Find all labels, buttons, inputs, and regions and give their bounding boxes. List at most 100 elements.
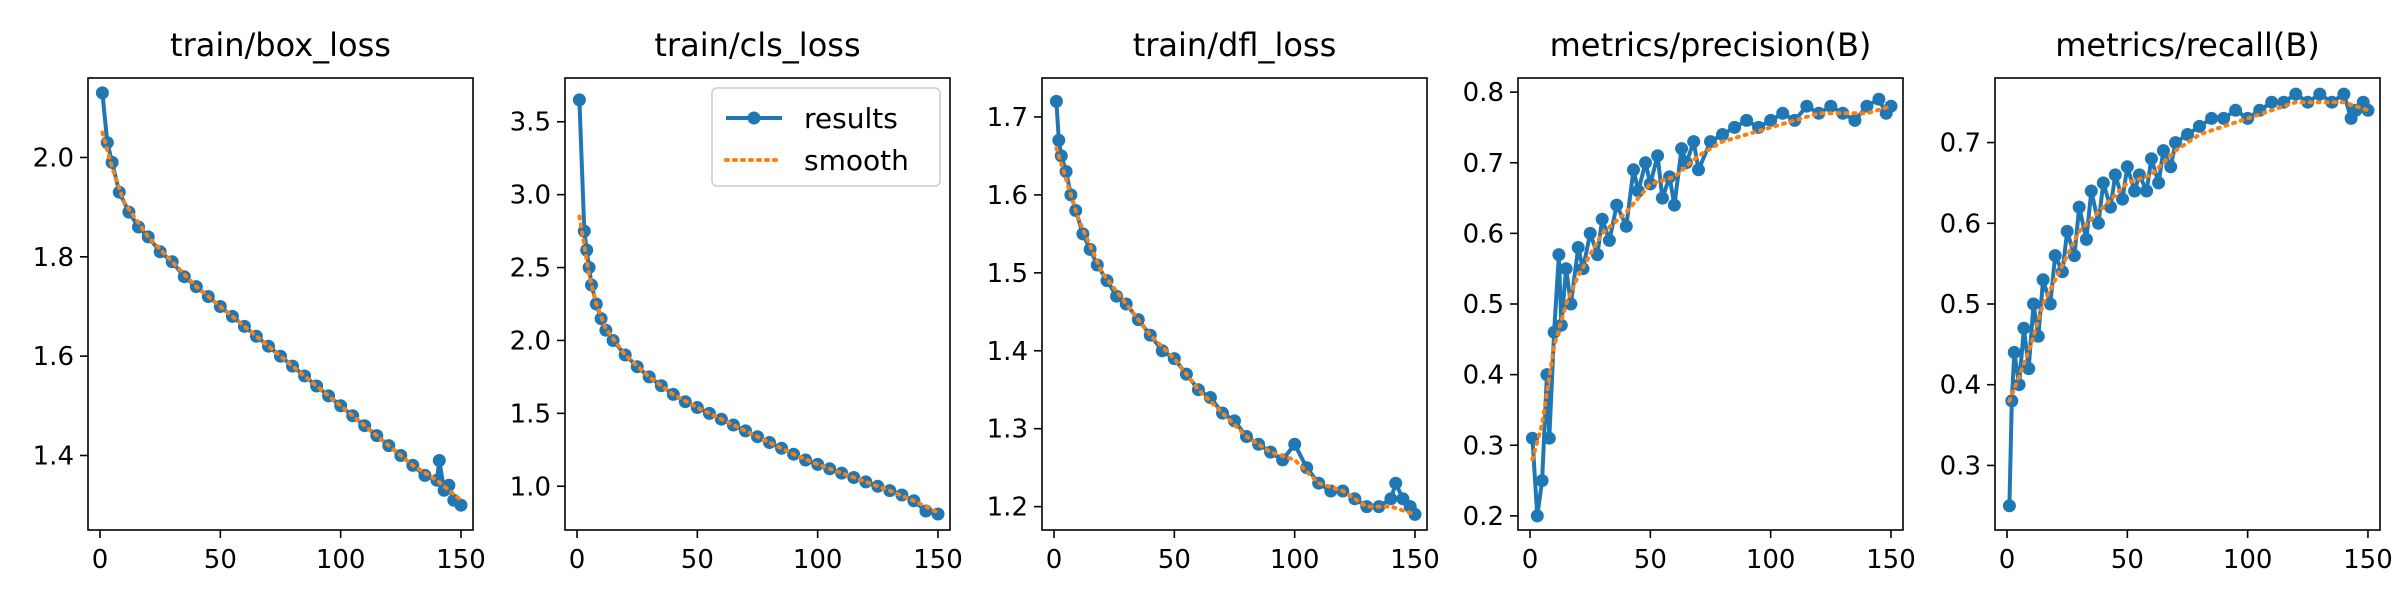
- data-point: [2036, 273, 2050, 287]
- data-point: [2017, 321, 2031, 335]
- data-point: [1728, 120, 1742, 134]
- series-results-line: [1530, 97, 1893, 518]
- data-point: [1610, 198, 1624, 212]
- data-point: [1716, 128, 1729, 141]
- y-tick-label: 1.2: [987, 493, 1028, 523]
- x-tick-label: 50: [1634, 545, 1667, 575]
- x-tick-label: 50: [681, 545, 714, 575]
- series-smooth-line: [100, 130, 463, 503]
- series-smooth-line: [577, 214, 940, 515]
- y-tick-label: 0.7: [1463, 149, 1504, 179]
- data-point: [1049, 94, 1063, 108]
- data-point: [1872, 92, 1886, 106]
- series-smooth-line: [2007, 100, 2370, 403]
- data-point: [2289, 87, 2303, 101]
- subplot-title: train/dfl_loss: [1133, 26, 1337, 64]
- data-point: [2169, 136, 2182, 150]
- data-point: [2022, 362, 2036, 376]
- data-point: [2043, 297, 2057, 311]
- x-tick-label: 50: [204, 545, 237, 575]
- y-tick-label: 0.6: [1940, 209, 1981, 239]
- x-tick-label: 0: [1046, 545, 1063, 575]
- y-tick-label: 1.4: [987, 337, 1028, 367]
- data-point: [1583, 226, 1597, 240]
- data-point: [1571, 241, 1585, 254]
- data-point: [1408, 507, 1422, 521]
- data-point: [2002, 499, 2016, 513]
- data-point: [2067, 249, 2081, 263]
- data-point: [2265, 95, 2279, 109]
- y-tick-label: 1.5: [987, 259, 1028, 289]
- data-point: [454, 498, 468, 512]
- data-point: [2152, 176, 2166, 190]
- data-point: [1848, 113, 1862, 127]
- data-point: [1740, 113, 1754, 127]
- data-point: [2337, 87, 2351, 101]
- y-tick-label: 2.0: [510, 326, 551, 356]
- data-point: [1590, 248, 1604, 262]
- series-results-line: [2007, 92, 2370, 506]
- x-tick-label: 100: [1270, 545, 1320, 575]
- y-tick-label: 1.6: [987, 181, 1028, 211]
- series-results-line: [1054, 101, 1417, 516]
- plot-area: [1525, 92, 1898, 523]
- data-point: [1535, 474, 1549, 488]
- data-point: [1619, 219, 1633, 233]
- data-point: [1800, 99, 1814, 113]
- x-tick-label: 0: [569, 545, 586, 575]
- y-tick-label: 0.3: [1463, 431, 1504, 461]
- data-point: [418, 468, 432, 482]
- data-point: [572, 93, 586, 107]
- data-point: [1595, 212, 1609, 226]
- subplot-title: train/cls_loss: [654, 26, 860, 64]
- data-point: [1542, 431, 1556, 445]
- x-tick-label: 150: [2343, 545, 2393, 575]
- data-point: [432, 454, 446, 467]
- plot-area: [572, 93, 945, 521]
- data-point: [2156, 144, 2170, 158]
- y-tick-label: 2.5: [510, 254, 551, 284]
- subplot-title: train/box_loss: [170, 26, 391, 64]
- x-tick-label: 0: [92, 545, 109, 575]
- y-tick-label: 0.5: [1940, 290, 1981, 320]
- data-point: [1052, 133, 1066, 147]
- data-point: [1836, 106, 1850, 120]
- x-tick-label: 50: [1158, 545, 1191, 575]
- y-tick-label: 0.4: [1463, 361, 1504, 391]
- data-point: [2164, 160, 2178, 174]
- subplot-4: 0 50 100 150 0.2 0.3 0.4 0.5 0.6 0.7 0.8 metrics/pr…: [1463, 26, 1916, 575]
- y-tick-label: 1.8: [33, 243, 74, 273]
- data-point: [2193, 119, 2206, 133]
- legend-label-results: results: [804, 102, 898, 135]
- data-point: [2108, 168, 2122, 182]
- data-point: [2181, 128, 2194, 141]
- x-tick-label: 150: [1866, 545, 1916, 575]
- data-point: [1059, 165, 1073, 178]
- data-point: [1812, 106, 1826, 120]
- data-point: [1788, 113, 1802, 127]
- data-point: [2313, 87, 2327, 101]
- data-point: [2096, 176, 2110, 190]
- data-point: [2132, 168, 2146, 182]
- data-point: [1639, 156, 1652, 170]
- y-tick-label: 1.5: [510, 399, 551, 429]
- series-results-line: [100, 92, 463, 507]
- x-tick-label: 0: [1522, 545, 1539, 575]
- series-smooth-line: [1530, 104, 1893, 462]
- data-point: [2140, 184, 2154, 198]
- data-point: [1276, 453, 1290, 467]
- data-point: [2144, 152, 2158, 166]
- data-point: [2217, 111, 2231, 125]
- series-smooth-line: [1054, 146, 1417, 517]
- y-tick-label: 0.5: [1463, 290, 1504, 320]
- y-tick-label: 1.7: [987, 103, 1028, 133]
- legend: results smooth: [711, 87, 941, 187]
- y-tick-label: 2.0: [33, 143, 74, 173]
- subplot-3: 0 50 100 150 1.2 1.3 1.4 1.5 1.6 1.7 train/dfl_los…: [987, 26, 1440, 575]
- legend-results-marker: [747, 111, 761, 125]
- subplot-5: 0 50 100 150 0.3 0.4 0.5 0.6 0.7 metrics/recall(B…: [1940, 26, 2393, 575]
- data-point: [1824, 99, 1838, 113]
- y-tick-label: 1.3: [987, 415, 1028, 445]
- axes-frame: [564, 77, 951, 531]
- data-point: [1687, 135, 1701, 149]
